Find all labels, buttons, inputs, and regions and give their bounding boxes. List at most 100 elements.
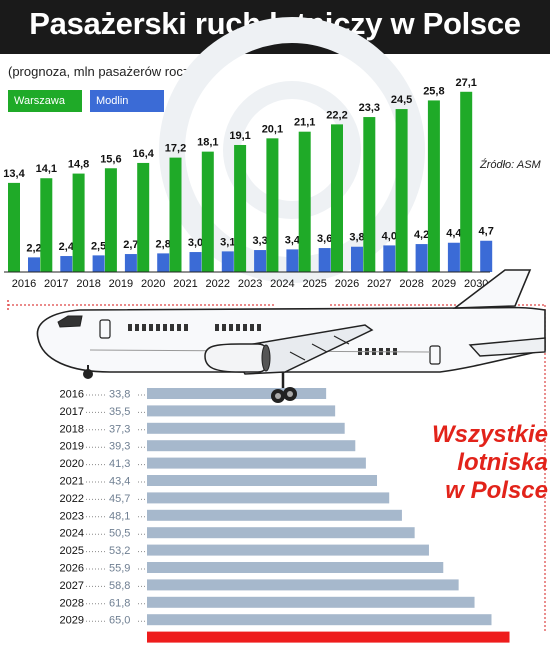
hbar-year-2018: 2018 bbox=[60, 423, 84, 435]
plane-engine bbox=[204, 343, 269, 373]
tick-label-2022: 2022 bbox=[206, 278, 230, 290]
plane-window bbox=[229, 324, 233, 331]
hbar-value-2025: 53,2 bbox=[109, 545, 130, 557]
hbar-value-2023: 48,1 bbox=[109, 510, 130, 522]
bar-warszawa-2025 bbox=[298, 131, 311, 272]
bar-warszawa-2018 bbox=[72, 173, 85, 272]
hbar-2016 bbox=[147, 388, 327, 399]
label-modlin-2020: 2,8 bbox=[156, 238, 171, 250]
legend-warszawa-label: Warszawa bbox=[14, 95, 65, 107]
horizontal-bar-chart: 2016 33,8 2017 35,5 2018 37,3 2019 39,3 2020 41,3… bbox=[60, 388, 510, 644]
plane-stabilizer bbox=[468, 337, 546, 357]
label-modlin-2026: 3,8 bbox=[349, 232, 364, 244]
label-warszawa-2020: 16,4 bbox=[132, 148, 154, 160]
label-modlin-2029: 4,4 bbox=[446, 228, 462, 240]
plane-wing-flap bbox=[333, 335, 350, 345]
plane-door-front bbox=[99, 319, 111, 339]
label-warszawa-2022: 18,1 bbox=[197, 137, 218, 149]
plane-cockpit-window bbox=[57, 315, 83, 328]
label-modlin-2023: 3,3 bbox=[252, 235, 267, 247]
hbar-value-2017: 35,5 bbox=[109, 406, 130, 418]
bar-warszawa-2020 bbox=[137, 162, 150, 272]
label-warszawa-2021: 17,2 bbox=[165, 143, 186, 155]
bar-modlin-2017 bbox=[60, 256, 73, 272]
bar-modlin-2026 bbox=[351, 246, 363, 272]
ring-small bbox=[223, 81, 361, 219]
label-warszawa-2024: 20,1 bbox=[262, 123, 283, 135]
hbar-year-2030: 2030 bbox=[60, 632, 84, 644]
highlight-line-2: lotniska bbox=[457, 449, 548, 476]
plane-window bbox=[142, 324, 146, 331]
plane-window bbox=[135, 324, 139, 331]
hbar-year-2023: 2023 bbox=[60, 510, 84, 522]
hbar-value-2021: 43,4 bbox=[109, 476, 130, 488]
vertical-bar-chart: 13,4 2,2 2016 14,1 2,4 2017 14,8 2,5 2018 15,6 2,7… bbox=[3, 77, 494, 290]
hbar-year-2028: 2028 bbox=[60, 597, 84, 609]
hbar-value-2019: 39,3 bbox=[109, 441, 130, 453]
bar-warszawa-2023 bbox=[234, 144, 247, 272]
hbar-2022 bbox=[147, 492, 390, 504]
hbar-value-2024: 50,5 bbox=[109, 528, 130, 540]
tick-label-2016: 2016 bbox=[12, 278, 36, 290]
tick-label-2028: 2028 bbox=[399, 278, 423, 290]
tick-label-2019: 2019 bbox=[109, 278, 133, 290]
hbar-2023 bbox=[147, 509, 402, 521]
tick-label-2024: 2024 bbox=[270, 278, 294, 290]
plane-window bbox=[222, 324, 226, 331]
hbar-2020 bbox=[147, 457, 366, 469]
bar-modlin-2027 bbox=[383, 245, 396, 272]
hbar-value-2018: 37,3 bbox=[109, 423, 130, 435]
hbar-2025 bbox=[147, 544, 429, 556]
hbar-2027 bbox=[147, 579, 459, 591]
label-warszawa-2018: 14,8 bbox=[68, 159, 89, 171]
hbar-value-2020: 41,3 bbox=[109, 458, 130, 470]
hbar-value-2016: 33,8 bbox=[109, 389, 130, 401]
hbar-value-2026: 55,9 bbox=[109, 563, 130, 575]
plane-wing-flap bbox=[311, 343, 328, 353]
chart-subtitle: (prognoza, mln pasażerów rocznie) bbox=[8, 64, 212, 79]
label-warszawa-2026: 22,2 bbox=[326, 109, 347, 121]
label-modlin-2018: 2,5 bbox=[91, 240, 106, 252]
bar-warszawa-2029 bbox=[427, 100, 440, 273]
plane-window bbox=[243, 324, 247, 331]
bar-modlin-2024 bbox=[286, 249, 299, 272]
label-warszawa-2025: 21,1 bbox=[294, 117, 315, 129]
label-modlin-2017: 2,4 bbox=[59, 241, 75, 253]
plane-hub-1 bbox=[275, 393, 281, 399]
label-warszawa-2016: 13,4 bbox=[3, 168, 25, 180]
plane-window bbox=[215, 324, 219, 331]
label-modlin-2028: 4,2 bbox=[414, 229, 429, 241]
bar-warszawa-2030 bbox=[460, 91, 473, 272]
plane-window bbox=[184, 324, 188, 331]
label-modlin-2019: 2,7 bbox=[123, 239, 138, 251]
hbar-value-2022: 45,7 bbox=[109, 493, 130, 505]
legend-modlin-label: Modlin bbox=[96, 95, 129, 107]
legend-modlin: Modlin bbox=[90, 90, 164, 112]
hbar-year-2024: 2024 bbox=[60, 528, 84, 540]
plane-window bbox=[128, 324, 132, 331]
hbar-value-2028: 61,8 bbox=[109, 597, 130, 609]
bar-modlin-2023 bbox=[254, 250, 267, 272]
plane-front-wheel bbox=[83, 369, 93, 379]
plane-window bbox=[163, 324, 167, 331]
legend-warszawa: Warszawa bbox=[8, 90, 82, 112]
bar-modlin-2022 bbox=[221, 251, 234, 272]
highlight-label: Wszystkie lotniska w Polsce bbox=[398, 421, 548, 505]
hbar-2028 bbox=[147, 596, 475, 608]
bar-warszawa-2024 bbox=[266, 138, 279, 272]
highlight-line-1: Wszystkie bbox=[431, 421, 548, 448]
hbar-year-2029: 2029 bbox=[60, 615, 84, 627]
hbar-2019 bbox=[147, 440, 356, 452]
hbar-year-2026: 2026 bbox=[60, 563, 84, 575]
tick-label-2025: 2025 bbox=[302, 278, 326, 290]
label-warszawa-2028: 24,5 bbox=[391, 94, 412, 106]
tick-label-2021: 2021 bbox=[173, 278, 197, 290]
plane-window bbox=[149, 324, 153, 331]
bar-modlin-2019 bbox=[124, 254, 137, 272]
bar-warszawa-2017 bbox=[40, 178, 53, 272]
source-note: Źródło: ASM bbox=[480, 159, 541, 171]
label-warszawa-2023: 19,1 bbox=[229, 130, 250, 142]
hbar-year-2019: 2019 bbox=[60, 441, 84, 453]
label-modlin-2027: 4,0 bbox=[382, 230, 397, 242]
plane-window bbox=[170, 324, 174, 331]
